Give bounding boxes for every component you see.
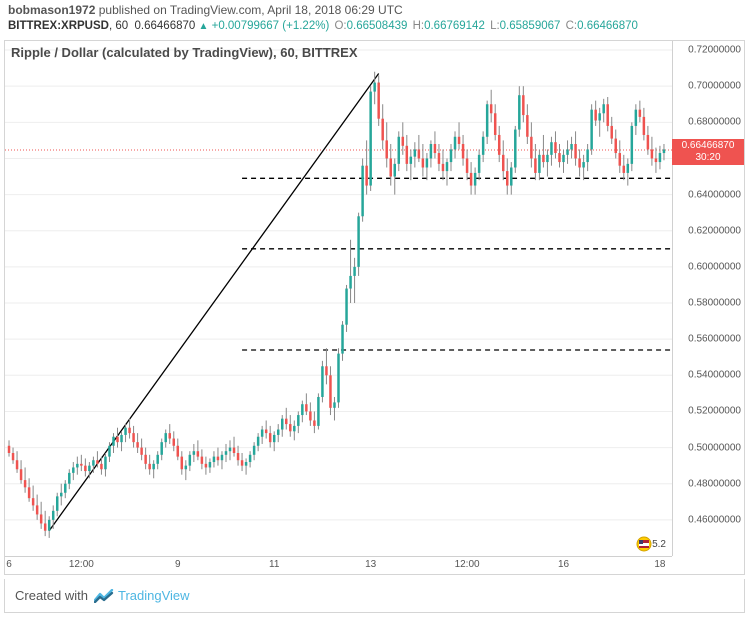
publish-date: April 18, 2018 06:29 UTC: [267, 3, 402, 17]
y-tick-label: 0.68000000: [688, 117, 741, 128]
x-axis[interactable]: 6 12:00 9 11 13 12:00 16 18: [5, 556, 672, 574]
ohlc-bar: BITTREX:XRPUSD, 60 0.66466870 ▲ +0.00799…: [0, 19, 749, 36]
y-tick-label: 0.50000000: [688, 442, 741, 453]
y-tick-label: 0.54000000: [688, 370, 741, 381]
publish-header: bobmason1972 published on TradingView.co…: [0, 0, 749, 19]
price-change: +0.00799667: [212, 20, 279, 32]
high-label: H:: [413, 20, 425, 32]
flag-icon: [636, 536, 652, 552]
y-tick-label: 0.48000000: [688, 478, 741, 489]
y-axis[interactable]: 0.720000000.700000000.680000000.66000000…: [672, 41, 744, 556]
price-change-pct: (+1.22%): [282, 20, 329, 32]
up-arrow-icon: ▲: [199, 21, 209, 32]
y-tick-label: 0.58000000: [688, 298, 741, 309]
x-tick-label: 12:00: [69, 559, 94, 570]
low-value: 0.65859067: [500, 20, 561, 32]
plot-area[interactable]: Ripple / Dollar (calculated by TradingVi…: [5, 41, 672, 556]
price-line-value: 0.66466870: [672, 140, 744, 152]
high-value: 0.66769142: [424, 20, 485, 32]
publisher-name: bobmason1972: [8, 3, 95, 17]
published-text: published on TradingView.com,: [99, 3, 265, 17]
y-tick-label: 0.46000000: [688, 514, 741, 525]
candlestick-chart: [5, 41, 672, 556]
earnings-badge: 5.2: [636, 536, 666, 552]
price-line-countdown: 30:20: [672, 152, 744, 164]
x-tick-label: 18: [654, 559, 665, 570]
chart-overlay-title: Ripple / Dollar (calculated by TradingVi…: [11, 45, 358, 60]
x-tick-label: 12:00: [455, 559, 480, 570]
x-tick-label: 11: [269, 559, 279, 570]
tradingview-logo[interactable]: TradingView: [94, 588, 190, 603]
y-tick-label: 0.62000000: [688, 225, 741, 236]
open-label: O:: [334, 20, 346, 32]
earnings-value: 5.2: [652, 539, 666, 550]
low-label: L:: [490, 20, 500, 32]
x-tick-label: 9: [175, 559, 181, 570]
symbol-name: BITTREX:XRPUSD: [8, 20, 109, 32]
last-price: 0.66466870: [135, 20, 196, 32]
x-tick-label: 13: [365, 559, 376, 570]
close-value: 0.66466870: [577, 20, 638, 32]
y-tick-label: 0.70000000: [688, 81, 741, 92]
open-value: 0.66508439: [347, 20, 408, 32]
tv-icon: [94, 589, 114, 603]
created-with-label: Created with: [15, 588, 88, 603]
y-tick-label: 0.56000000: [688, 334, 741, 345]
close-label: C:: [566, 20, 578, 32]
x-tick-label: 16: [558, 559, 569, 570]
price-line-tag: 0.66466870 30:20: [672, 139, 744, 165]
footer: Created with TradingView: [4, 579, 745, 613]
y-tick-label: 0.60000000: [688, 261, 741, 272]
y-tick-label: 0.64000000: [688, 189, 741, 200]
x-tick-label: 6: [6, 559, 12, 570]
y-tick-label: 0.72000000: [688, 45, 741, 56]
y-tick-label: 0.52000000: [688, 406, 741, 417]
interval-value: 60: [115, 20, 128, 32]
brand-name: TradingView: [118, 588, 190, 603]
chart-container: Ripple / Dollar (calculated by TradingVi…: [4, 40, 745, 575]
